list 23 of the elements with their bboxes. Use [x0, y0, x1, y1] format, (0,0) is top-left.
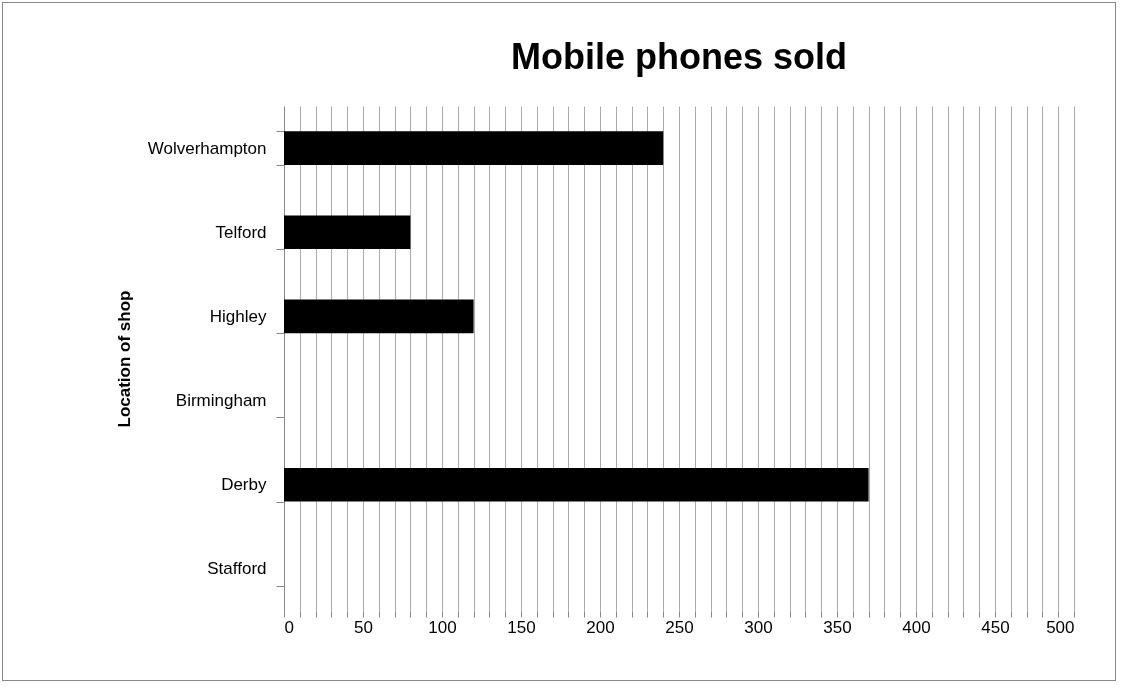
x-tick-label: 450 [981, 617, 1010, 637]
x-tick-label: 350 [823, 617, 852, 637]
y-tick-label: Wolverhampton [147, 138, 267, 158]
x-tick-label: 400 [902, 617, 931, 637]
y-tick-label: Telford [215, 222, 267, 242]
x-tick-label: 300 [744, 617, 773, 637]
x-tick-label: 200 [586, 617, 615, 637]
y-tick-label: Highley [209, 306, 267, 326]
bar [284, 215, 411, 250]
x-tick-label: 250 [665, 617, 694, 637]
x-tick-label: 0 [284, 617, 294, 637]
chart-title: Mobile phones sold [510, 36, 848, 77]
bar [284, 299, 474, 334]
y-tick-label: Derby [221, 475, 267, 495]
y-tick-label: Stafford [207, 559, 267, 579]
x-tick-label: 50 [354, 617, 373, 637]
x-tick-label: 500 [1046, 617, 1075, 637]
bar [284, 467, 869, 502]
y-tick-label: Birmingham [175, 391, 267, 411]
bar [284, 131, 664, 165]
x-tick-label: 150 [507, 617, 536, 637]
x-tick-label: 100 [428, 617, 457, 637]
y-axis-title: Location of shop [114, 290, 134, 428]
